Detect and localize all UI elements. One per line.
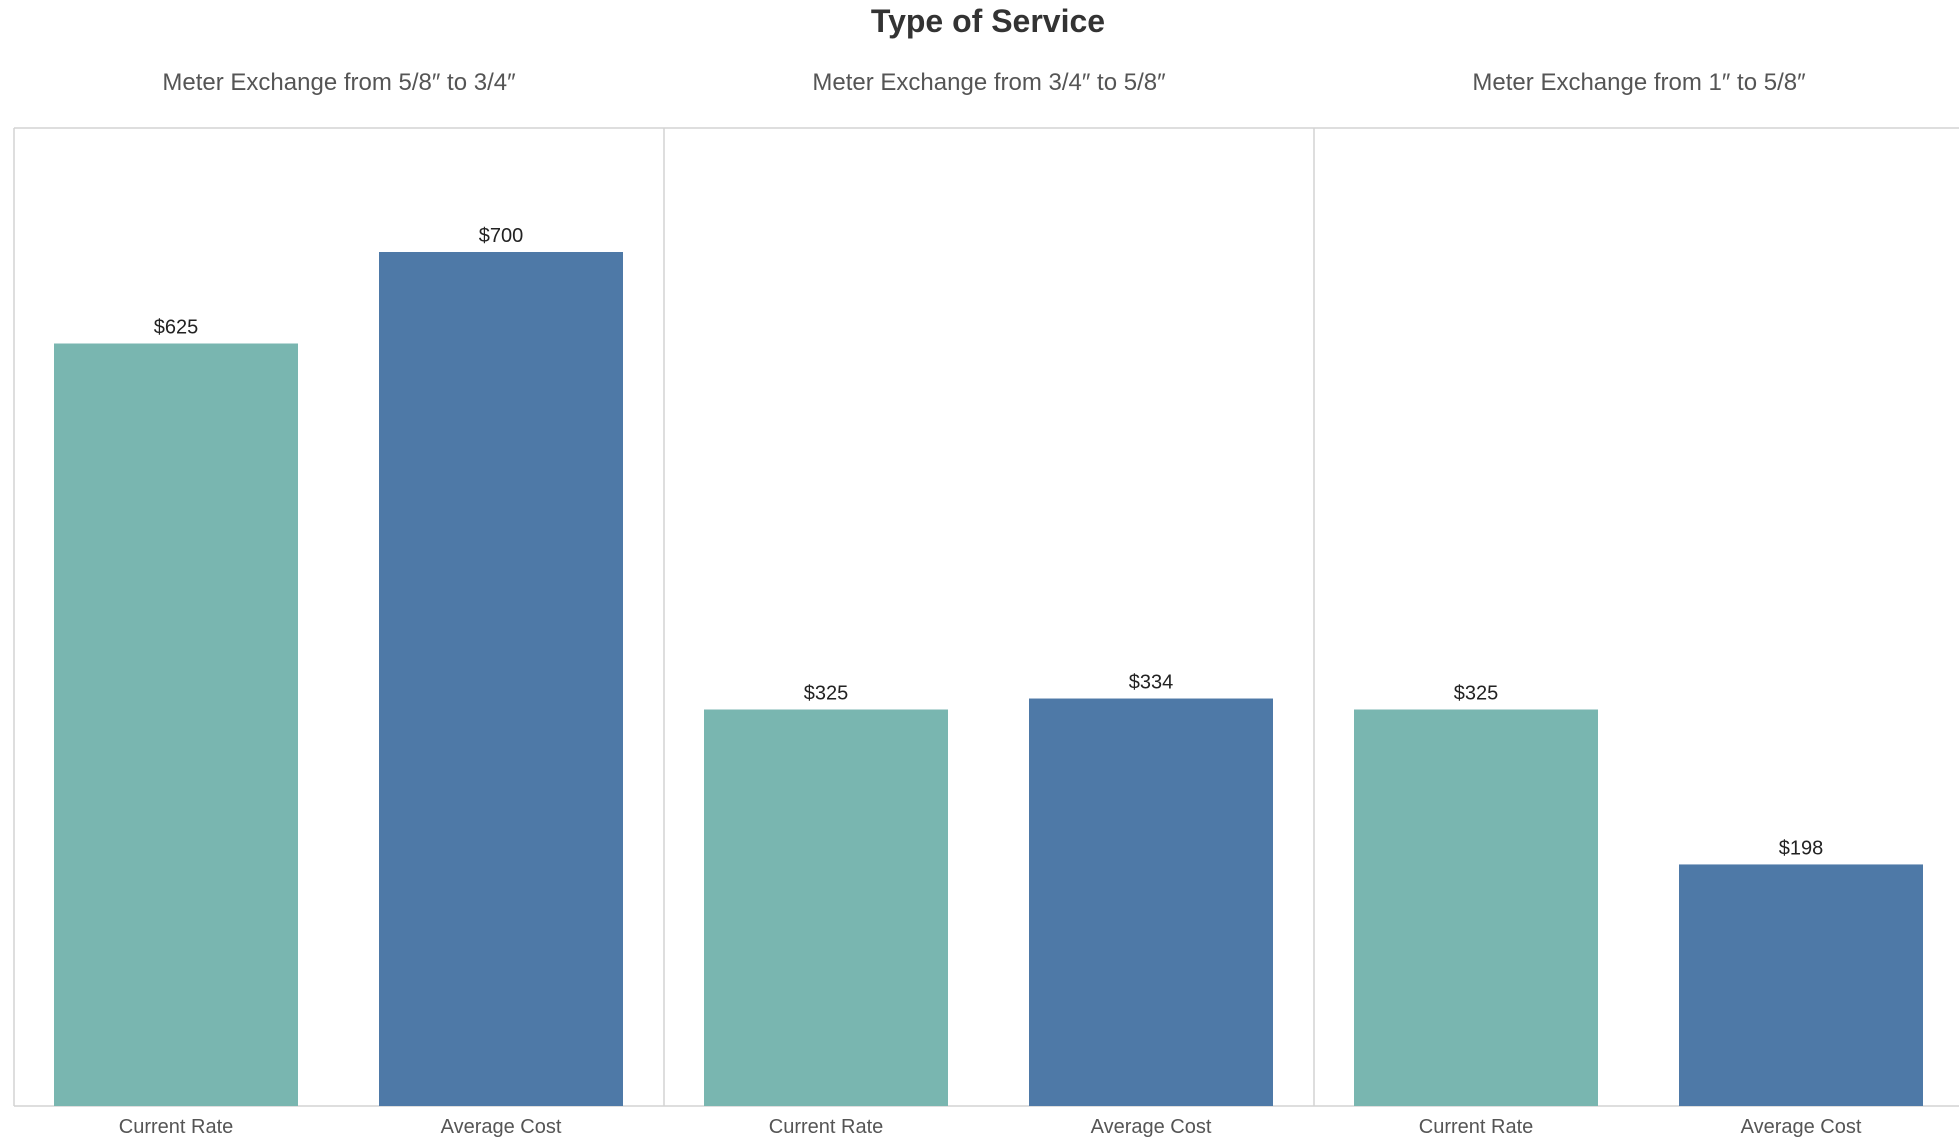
- panel-3: Meter Exchange from 1″ to 5/8″ $325 Curren…: [1313, 69, 1959, 1138]
- x-tick-label: Average Cost: [441, 1116, 562, 1138]
- bar-average-cost: [1029, 698, 1273, 1106]
- x-tick-label: Current Rate: [119, 1116, 234, 1138]
- bar-value-label: $198: [1779, 837, 1824, 859]
- panel-header: Meter Exchange from 5/8″ to 3/4″: [162, 69, 516, 96]
- bar-current-rate: [54, 343, 298, 1106]
- x-tick-label: Current Rate: [1419, 1116, 1534, 1138]
- x-tick-label: Current Rate: [769, 1116, 884, 1138]
- bar-average-cost: [1679, 864, 1923, 1106]
- bar-value-label: $700: [479, 225, 524, 247]
- bar-current-rate: [704, 709, 948, 1106]
- x-tick-label: Average Cost: [1741, 1116, 1862, 1138]
- bar-current-rate: [1354, 709, 1598, 1106]
- bar-value-label: $325: [1454, 683, 1499, 705]
- chart-title: Type of Service: [871, 3, 1105, 39]
- bar-value-label: $625: [154, 317, 199, 339]
- x-tick-label: Average Cost: [1091, 1116, 1212, 1138]
- panel-header: Meter Exchange from 3/4″ to 5/8″: [812, 69, 1166, 96]
- bar-value-label: $334: [1129, 672, 1174, 694]
- panel-2: Meter Exchange from 3/4″ to 5/8″ $325 Curr…: [663, 69, 1314, 1138]
- bar-value-label: $325: [804, 683, 849, 705]
- bar-average-cost: [379, 252, 623, 1106]
- panel-header: Meter Exchange from 1″ to 5/8″: [1472, 69, 1806, 96]
- panels-layer: Meter Exchange from 5/8″ to 3/4″ $625 Curr…: [13, 69, 1959, 1138]
- panel-1: Meter Exchange from 5/8″ to 3/4″ $625 Curr…: [13, 69, 664, 1138]
